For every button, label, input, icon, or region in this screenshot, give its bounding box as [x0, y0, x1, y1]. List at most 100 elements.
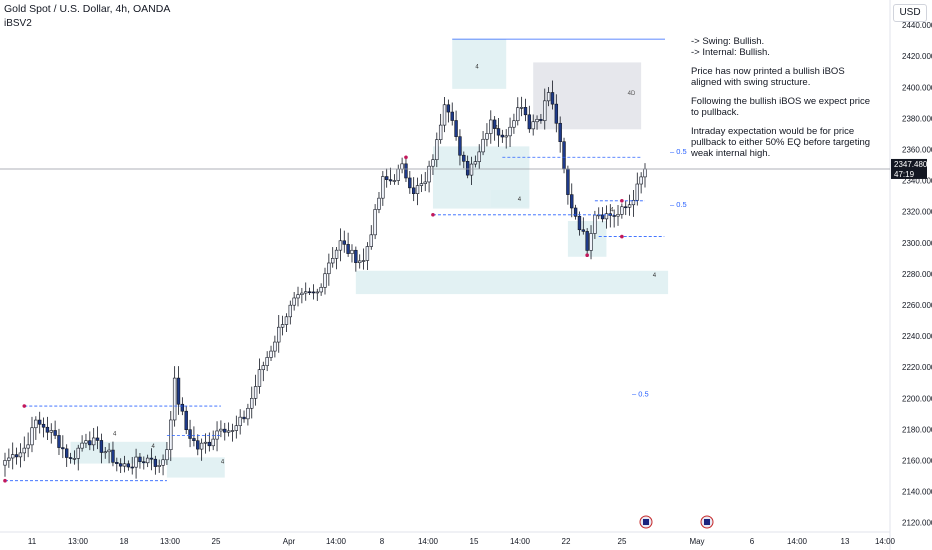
candle-body: [246, 407, 250, 420]
candle-body: [462, 154, 466, 162]
candle-body: [41, 423, 46, 428]
candle-body: [624, 206, 628, 209]
candle-body: [37, 419, 42, 425]
candle-body: [292, 297, 296, 306]
candle-body: [381, 176, 385, 199]
candle-body: [346, 244, 350, 254]
candle-body: [473, 161, 478, 165]
candle-body: [627, 204, 632, 208]
candle-body: [589, 233, 593, 251]
candle-body: [57, 435, 61, 448]
candle-body: [566, 168, 570, 195]
candle-body: [138, 456, 142, 462]
candle-body: [296, 294, 300, 299]
candle-body: [203, 441, 208, 444]
bos-label: 4: [113, 432, 117, 438]
x-tick-label: 25: [618, 537, 627, 546]
candle-body: [319, 287, 323, 293]
candle-body: [49, 430, 53, 433]
candle-body: [99, 440, 104, 453]
candle-body: [64, 448, 69, 458]
swing-status: -> Swing: Bullish.: [691, 36, 765, 47]
bos-label: 4: [518, 197, 522, 203]
candle-body: [72, 458, 77, 460]
x-tick-label: 14:00: [510, 537, 531, 546]
candle-body: [211, 438, 215, 447]
pivot-marker: [620, 199, 624, 203]
candle-body: [34, 419, 38, 429]
demand-zone: [70, 441, 167, 464]
x-tick-label: 22: [562, 537, 571, 546]
candle-body: [134, 456, 138, 468]
candle-body: [277, 326, 281, 343]
box-label: 4D: [628, 91, 636, 97]
eq-label: – 0.5: [632, 390, 649, 399]
candle-body: [512, 120, 516, 128]
candle-body: [234, 425, 239, 431]
candle-body: [300, 292, 304, 296]
us-flag-icon: [639, 515, 653, 529]
candle-body: [18, 452, 23, 458]
candle-body: [334, 249, 339, 259]
candle-body: [354, 249, 358, 263]
y-tick-label: 2300.000: [902, 239, 932, 248]
candle-body: [238, 416, 242, 427]
candle-body: [350, 249, 354, 254]
candle-body: [465, 161, 470, 176]
eq-label: – 0.5: [670, 200, 687, 209]
candle-body: [315, 291, 319, 294]
candle-body: [145, 457, 150, 464]
countdown-label: 47:19: [894, 170, 915, 179]
candle-body: [604, 213, 609, 220]
x-tick-label: 6: [750, 537, 755, 546]
y-tick-label: 2440.000: [902, 21, 932, 30]
y-tick-label: 2200.000: [902, 394, 932, 403]
candle-body: [76, 447, 80, 459]
pivot-marker: [3, 478, 7, 483]
candle-body: [585, 231, 589, 251]
x-tick-label: 18: [120, 537, 129, 546]
pivot-marker: [620, 234, 624, 239]
indicator-label[interactable]: iBSV2: [4, 18, 32, 29]
candle-body: [342, 240, 346, 245]
candle-body: [130, 466, 134, 469]
currency-selector[interactable]: USD: [893, 4, 927, 22]
candle-body: [107, 449, 111, 453]
x-tick-label: 8: [380, 537, 385, 546]
candle-body: [612, 215, 616, 217]
candle-body: [639, 176, 643, 185]
candle-body: [61, 447, 65, 450]
candle-body: [635, 183, 639, 201]
candle-body: [242, 416, 246, 420]
candle-body: [11, 454, 15, 459]
candle-body: [196, 440, 200, 450]
x-tick-label: 14:00: [418, 537, 439, 546]
candle-body: [496, 128, 501, 136]
candle-body: [546, 92, 551, 102]
candle-body: [165, 449, 169, 461]
candle-body: [531, 121, 535, 130]
candle-body: [7, 457, 11, 461]
candle-body: [392, 180, 397, 182]
candle-body: [384, 176, 389, 180]
us-flag-icon-canton: [704, 519, 710, 525]
candle-body: [527, 114, 532, 130]
candle-body: [365, 246, 370, 261]
candle-body: [149, 457, 154, 460]
y-tick-label: 2280.000: [902, 270, 932, 279]
candle-body: [415, 185, 420, 194]
candle-body: [153, 458, 158, 467]
candle-body: [423, 181, 427, 184]
candle-body: [273, 341, 277, 352]
candle-body: [184, 410, 188, 430]
candle-body: [257, 369, 262, 387]
x-tick-label: 14:00: [326, 537, 347, 546]
candle-body: [323, 273, 327, 288]
candle-body: [427, 165, 431, 183]
candle-body: [361, 260, 366, 262]
candle-body: [199, 442, 204, 450]
candle-body: [30, 427, 34, 446]
candle-body: [500, 134, 505, 138]
candle-body: [458, 136, 462, 156]
